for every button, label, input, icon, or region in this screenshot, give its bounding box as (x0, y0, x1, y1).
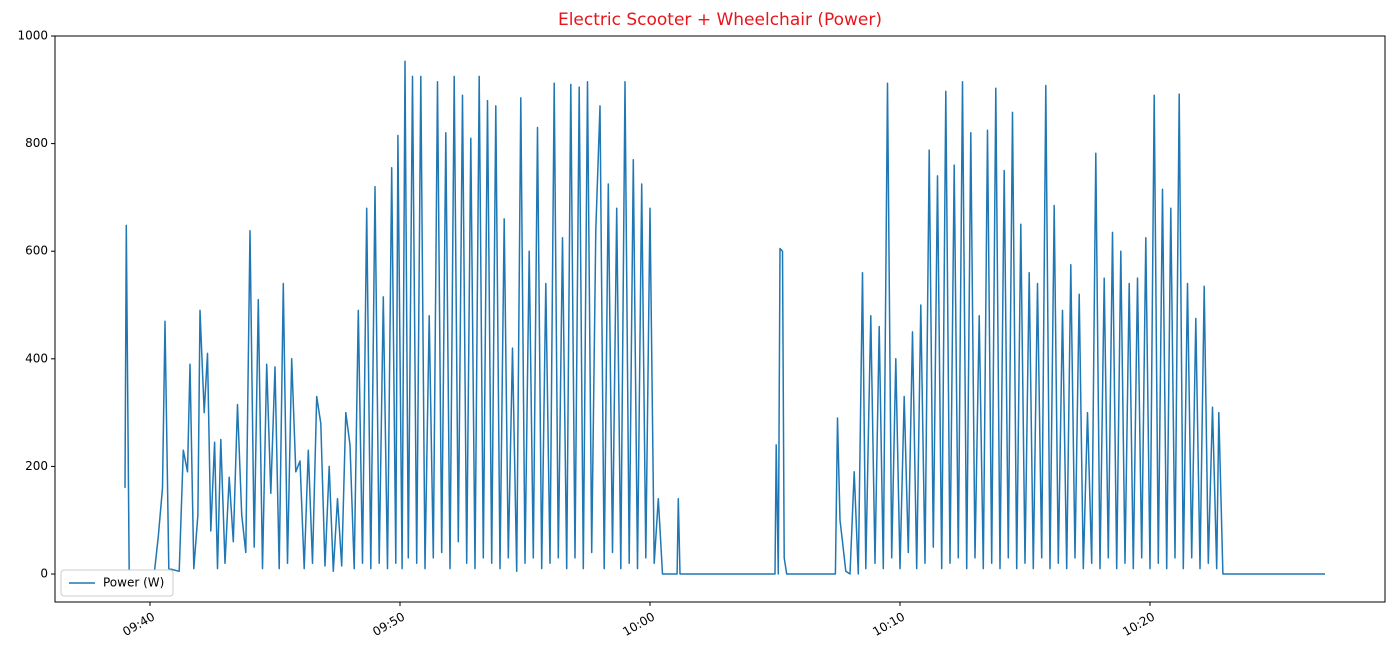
legend-label: Power (W) (103, 576, 164, 590)
chart-title: Electric Scooter + Wheelchair (Power) (558, 10, 882, 30)
y-tick-label: 1000 (17, 29, 48, 43)
y-tick-label: 0 (40, 567, 48, 581)
x-tick-label: 10:20 (1120, 610, 1157, 639)
x-tick-label: 09:50 (370, 610, 407, 639)
y-tick-label: 600 (25, 244, 48, 258)
x-tick-label: 10:10 (870, 610, 907, 639)
y-tick-label: 800 (25, 136, 48, 150)
x-tick-label: 10:00 (620, 610, 657, 639)
plot-frame (54, 35, 1386, 603)
y-tick-label: 400 (25, 351, 48, 365)
legend-box (60, 569, 174, 597)
line (124, 60, 1325, 575)
y-tick-label: 200 (25, 459, 48, 473)
x-tick-label: 09:40 (120, 610, 157, 639)
